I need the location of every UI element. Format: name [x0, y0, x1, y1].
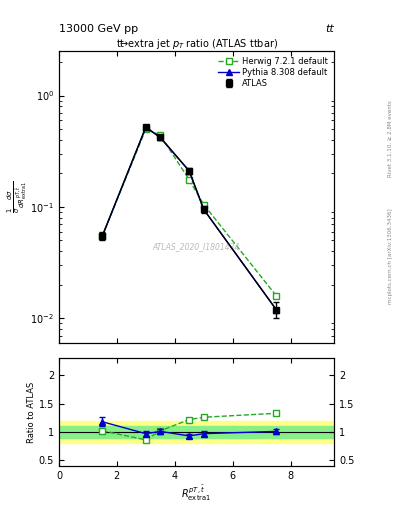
Title: tt$\!\overrightarrow{\;}$ extra jet $p_T$ ratio (ATLAS ttbar): tt$\!\overrightarrow{\;}$ extra jet $p_T…	[116, 37, 277, 51]
Pythia 8.308 default	[143, 124, 148, 130]
Text: Rivet 3.1.10, ≥ 2.8M events: Rivet 3.1.10, ≥ 2.8M events	[388, 100, 393, 177]
Pythia 8.308 default	[100, 233, 105, 239]
Line: Herwig 7.2.1 default: Herwig 7.2.1 default	[99, 126, 279, 298]
Herwig 7.2.1 default	[143, 126, 148, 132]
X-axis label: $R^{pT,\bar{t}}_{\mathrm{extra1}}$: $R^{pT,\bar{t}}_{\mathrm{extra1}}$	[181, 483, 212, 503]
Y-axis label: Ratio to ATLAS: Ratio to ATLAS	[27, 381, 36, 443]
Text: tt: tt	[325, 24, 334, 34]
Herwig 7.2.1 default	[274, 292, 279, 298]
Legend: Herwig 7.2.1 default, Pythia 8.308 default, ATLAS: Herwig 7.2.1 default, Pythia 8.308 defau…	[217, 55, 330, 90]
Y-axis label: $\frac{1}{\sigma}\frac{d\sigma}{dR^{pT,\bar{t}}_{\mathrm{extra1}}}$: $\frac{1}{\sigma}\frac{d\sigma}{dR^{pT,\…	[6, 181, 29, 214]
Herwig 7.2.1 default	[100, 233, 105, 239]
Pythia 8.308 default	[201, 206, 206, 212]
Herwig 7.2.1 default	[158, 132, 163, 138]
Text: 13000 GeV pp: 13000 GeV pp	[59, 24, 138, 34]
Herwig 7.2.1 default	[201, 202, 206, 208]
Pythia 8.308 default	[274, 307, 279, 313]
Line: Pythia 8.308 default: Pythia 8.308 default	[99, 124, 279, 313]
Herwig 7.2.1 default	[187, 177, 192, 183]
Text: mcplots.cern.ch [arXiv:1306.3436]: mcplots.cern.ch [arXiv:1306.3436]	[388, 208, 393, 304]
Pythia 8.308 default	[158, 135, 163, 141]
Text: ATLAS_2020_I1801434: ATLAS_2020_I1801434	[153, 242, 240, 251]
Pythia 8.308 default	[187, 168, 192, 174]
